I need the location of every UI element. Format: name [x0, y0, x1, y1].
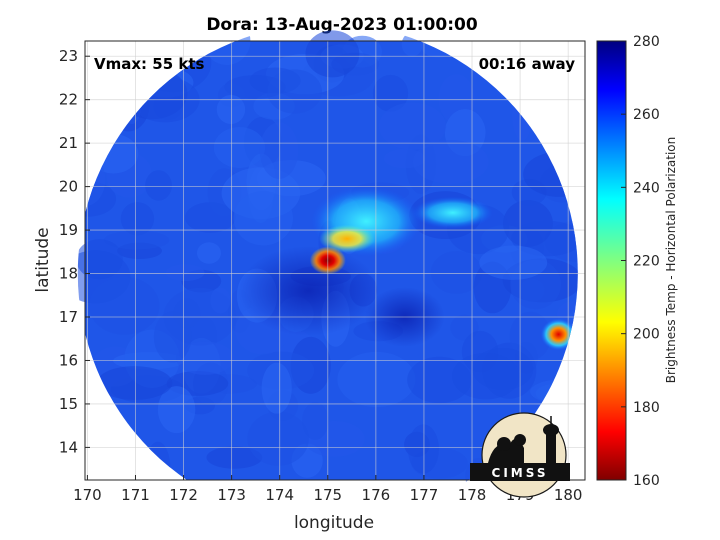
swath-texture-blob [259, 122, 299, 179]
colorbar-tick-label: 220 [633, 254, 660, 270]
x-tick-label: 172 [169, 486, 198, 504]
colorbar-label: Brightness Temp - Horizontal Polarizatio… [664, 137, 678, 384]
swath-texture-blob [247, 411, 309, 466]
x-tick-label: 171 [121, 486, 150, 504]
swath-texture-blob [261, 362, 292, 414]
inner-rainband [319, 224, 376, 253]
swath-texture-blob [233, 191, 293, 246]
swath-texture-blob [77, 239, 123, 280]
colorbar-tick-label: 240 [633, 180, 660, 196]
x-axis-label: longitude [294, 513, 374, 533]
swath-texture-blob [176, 341, 235, 375]
outer-rainband-east [412, 196, 493, 229]
swath-texture-blob [267, 69, 322, 114]
swath-texture-blob [210, 287, 231, 314]
x-tick-label: 177 [410, 486, 439, 504]
colorbar-tick-label: 180 [633, 400, 660, 416]
swath-texture-blob [216, 94, 246, 125]
time-offset-annotation: 00:16 away [479, 55, 576, 73]
chart-title: Dora: 13-Aug-2023 01:00:00 [206, 15, 478, 35]
x-tick-label: 180 [554, 486, 583, 504]
swath-texture-blob [407, 424, 439, 474]
grid-lines [85, 41, 585, 480]
swath-texture-blob [430, 251, 483, 294]
swath-texture-blob [401, 32, 423, 57]
swath-texture-blob [89, 276, 160, 335]
x-tick-label: 174 [265, 486, 294, 504]
colorbar-tick-label: 160 [633, 473, 660, 489]
x-tick-label: 173 [217, 486, 246, 504]
swath-texture-blob [407, 356, 472, 404]
logo-text: CIMSS [492, 466, 549, 480]
secondary-convection-spot [540, 318, 577, 351]
y-tick-label: 21 [59, 134, 78, 152]
swath-texture-blob [103, 230, 170, 250]
axes-frame [84, 40, 586, 481]
swath-texture-blob [120, 202, 155, 236]
y-tick-label: 19 [59, 221, 78, 239]
swath-texture-blob [96, 366, 173, 400]
colorbar-ticks: 160 180 200 220 240 260 280 [621, 34, 660, 489]
x-axis-ticks: 170171172173174175176177178179180 [73, 475, 582, 504]
x-tick-label: 178 [458, 486, 487, 504]
x-tick-label: 175 [313, 486, 342, 504]
y-axis-label: latitude [33, 227, 53, 292]
swath-texture-blob [213, 127, 266, 169]
swath-texture-blob [479, 245, 548, 280]
colorbar-tick-label: 280 [633, 34, 660, 50]
vmax-annotation: Vmax: 55 kts [94, 55, 204, 73]
swath-texture-blob [337, 351, 416, 408]
swath-texture-blob [157, 386, 196, 434]
swath-texture-blob [196, 242, 221, 264]
y-tick-label: 22 [59, 91, 78, 109]
swath-texture-blob [165, 264, 205, 282]
x-tick-label: 176 [362, 486, 391, 504]
y-tick-label: 20 [59, 178, 78, 196]
x-tick-label: 170 [73, 486, 102, 504]
swath-texture-blob [145, 170, 172, 201]
swath-texture-blob [305, 30, 360, 78]
swath-texture-blob [511, 220, 578, 257]
cimss-logo: CIMSS [470, 412, 570, 498]
spiral-band-cold [238, 245, 379, 336]
y-tick-label: 15 [59, 395, 78, 413]
swath-texture-blob [378, 102, 447, 150]
y-tick-label: 14 [59, 438, 78, 456]
swath-texture-blob [173, 298, 201, 329]
swath-texture-blob [412, 139, 489, 184]
swath-texture-blob [372, 74, 409, 112]
colorbar-tick-label: 260 [633, 107, 660, 123]
y-tick-label: 17 [59, 308, 78, 326]
y-tick-label: 16 [59, 351, 78, 369]
y-axis-ticks: 14 15 16 17 18 19 20 21 22 23 [59, 47, 90, 456]
swath-texture-blob [302, 402, 329, 440]
colorbar-tick-label: 200 [633, 327, 660, 343]
y-tick-label: 23 [59, 47, 78, 65]
y-tick-label: 18 [59, 265, 78, 283]
swath-texture-blob [206, 446, 263, 469]
